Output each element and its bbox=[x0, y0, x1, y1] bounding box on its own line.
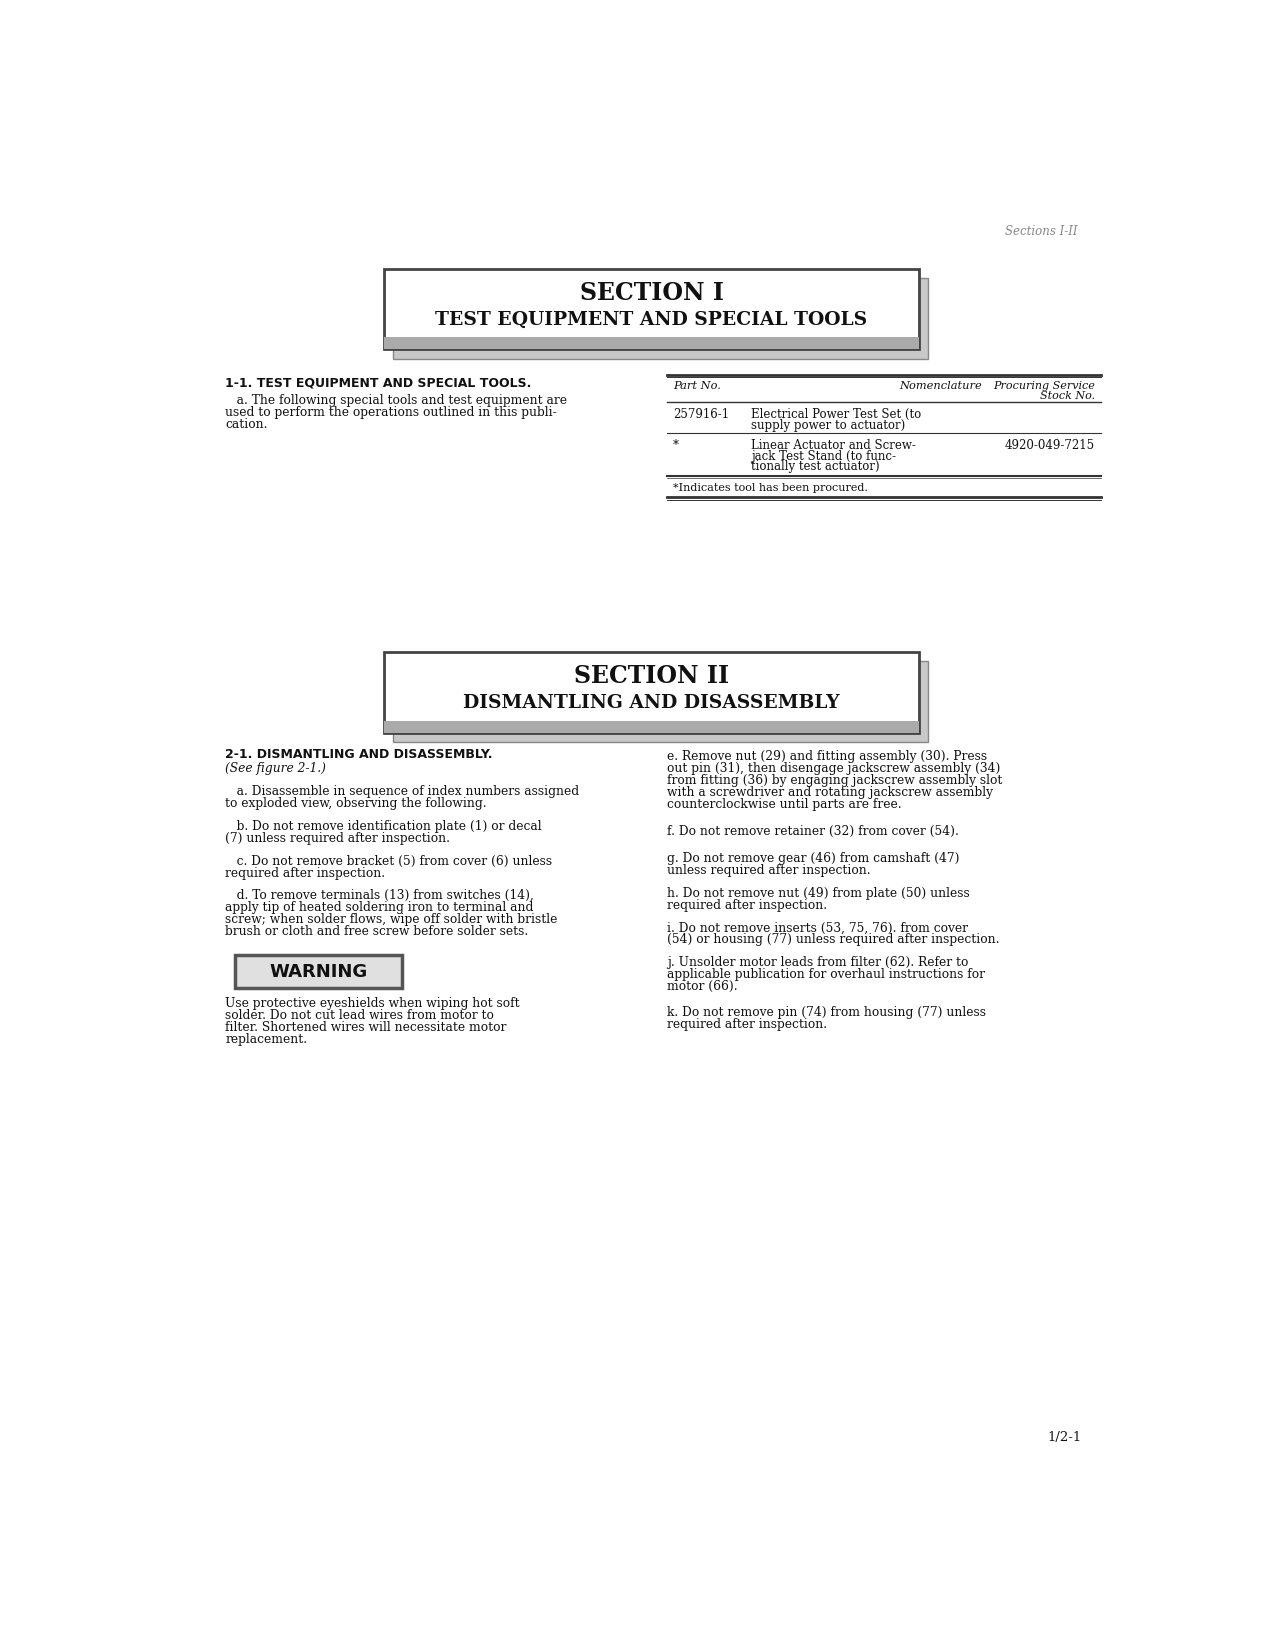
Bar bbox=[384, 269, 919, 349]
Text: g. Do not remove gear (46) from camshaft (47): g. Do not remove gear (46) from camshaft… bbox=[667, 852, 960, 865]
Text: e. Remove nut (29) and fitting assembly (30). Press: e. Remove nut (29) and fitting assembly … bbox=[667, 750, 987, 763]
Text: used to perform the operations outlined in this publi-: used to perform the operations outlined … bbox=[226, 405, 557, 419]
Text: 2-1. DISMANTLING AND DISASSEMBLY.: 2-1. DISMANTLING AND DISASSEMBLY. bbox=[226, 748, 492, 761]
Text: required after inspection.: required after inspection. bbox=[667, 1018, 827, 1030]
Bar bbox=[384, 653, 919, 733]
Text: screw; when solder flows, wipe off solder with bristle: screw; when solder flows, wipe off solde… bbox=[226, 913, 557, 926]
Text: motor (66).: motor (66). bbox=[667, 981, 738, 994]
Text: (54) or housing (77) unless required after inspection.: (54) or housing (77) unless required aft… bbox=[667, 933, 1000, 946]
Text: to exploded view, observing the following.: to exploded view, observing the followin… bbox=[226, 798, 487, 811]
Text: (See figure 2-1.): (See figure 2-1.) bbox=[226, 761, 326, 775]
Text: cation.: cation. bbox=[226, 419, 268, 432]
Text: Linear Actuator and Screw-: Linear Actuator and Screw- bbox=[751, 438, 915, 452]
Text: *: * bbox=[673, 438, 680, 452]
Text: b. Do not remove identification plate (1) or decal: b. Do not remove identification plate (1… bbox=[226, 821, 542, 832]
Text: with a screwdriver and rotating jackscrew assembly: with a screwdriver and rotating jackscre… bbox=[667, 786, 993, 799]
Text: filter. Shortened wires will necessitate motor: filter. Shortened wires will necessitate… bbox=[226, 1020, 506, 1033]
Text: a. The following special tools and test equipment are: a. The following special tools and test … bbox=[226, 394, 567, 407]
Text: brush or cloth and free screw before solder sets.: brush or cloth and free screw before sol… bbox=[226, 925, 529, 938]
Text: solder. Do not cut lead wires from motor to: solder. Do not cut lead wires from motor… bbox=[226, 1009, 495, 1022]
Text: k. Do not remove pin (74) from housing (77) unless: k. Do not remove pin (74) from housing (… bbox=[667, 1005, 986, 1018]
Bar bbox=[235, 956, 402, 987]
Text: DISMANTLING AND DISASSEMBLY: DISMANTLING AND DISASSEMBLY bbox=[463, 694, 840, 712]
Text: j. Unsolder motor leads from filter (62). Refer to: j. Unsolder motor leads from filter (62)… bbox=[667, 956, 969, 969]
Bar bbox=[394, 279, 928, 359]
Text: 4920-049-7215: 4920-049-7215 bbox=[1005, 438, 1095, 452]
Text: apply tip of heated soldering iron to terminal and: apply tip of heated soldering iron to te… bbox=[226, 901, 534, 915]
Text: f. Do not remove retainer (32) from cover (54).: f. Do not remove retainer (32) from cove… bbox=[667, 826, 959, 837]
Text: counterclockwise until parts are free.: counterclockwise until parts are free. bbox=[667, 798, 901, 811]
Text: Use protective eyeshields when wiping hot soft: Use protective eyeshields when wiping ho… bbox=[226, 997, 520, 1010]
Text: Electrical Power Test Set (to: Electrical Power Test Set (to bbox=[751, 409, 921, 420]
Text: a. Disassemble in sequence of index numbers assigned: a. Disassemble in sequence of index numb… bbox=[226, 784, 579, 798]
Text: SECTION II: SECTION II bbox=[574, 664, 729, 689]
Text: Part No.: Part No. bbox=[673, 381, 722, 391]
Text: from fitting (36) by engaging jackscrew assembly slot: from fitting (36) by engaging jackscrew … bbox=[667, 773, 1002, 786]
Text: 257916-1: 257916-1 bbox=[673, 409, 729, 420]
Text: WARNING: WARNING bbox=[269, 962, 367, 981]
Bar bbox=[384, 338, 919, 349]
Text: c. Do not remove bracket (5) from cover (6) unless: c. Do not remove bracket (5) from cover … bbox=[226, 855, 552, 867]
Text: 1-1. TEST EQUIPMENT AND SPECIAL TOOLS.: 1-1. TEST EQUIPMENT AND SPECIAL TOOLS. bbox=[226, 376, 532, 389]
Bar bbox=[384, 720, 919, 733]
Text: replacement.: replacement. bbox=[226, 1033, 307, 1046]
Text: SECTION I: SECTION I bbox=[580, 280, 723, 305]
Text: d. To remove terminals (13) from switches (14),: d. To remove terminals (13) from switche… bbox=[226, 890, 534, 901]
Text: unless required after inspection.: unless required after inspection. bbox=[667, 864, 871, 877]
Text: required after inspection.: required after inspection. bbox=[226, 867, 385, 880]
Text: applicable publication for overhaul instructions for: applicable publication for overhaul inst… bbox=[667, 967, 986, 981]
Text: h. Do not remove nut (49) from plate (50) unless: h. Do not remove nut (49) from plate (50… bbox=[667, 887, 970, 900]
Text: Nomenclature: Nomenclature bbox=[899, 381, 982, 391]
Text: (7) unless required after inspection.: (7) unless required after inspection. bbox=[226, 832, 450, 845]
Text: required after inspection.: required after inspection. bbox=[667, 898, 827, 911]
Text: Stock No.: Stock No. bbox=[1039, 391, 1095, 400]
Text: TEST EQUIPMENT AND SPECIAL TOOLS: TEST EQUIPMENT AND SPECIAL TOOLS bbox=[436, 311, 867, 330]
Text: *Indicates tool has been procured.: *Indicates tool has been procured. bbox=[673, 483, 868, 493]
Text: i. Do not remove inserts (53, 75, 76). from cover: i. Do not remove inserts (53, 75, 76). f… bbox=[667, 921, 968, 934]
Text: Sections I-II: Sections I-II bbox=[1005, 224, 1077, 237]
Text: Procuring Service: Procuring Service bbox=[993, 381, 1095, 391]
Text: tionally test actuator): tionally test actuator) bbox=[751, 460, 880, 473]
Text: supply power to actuator): supply power to actuator) bbox=[751, 419, 905, 432]
Bar bbox=[394, 661, 928, 742]
Text: 1/2-1: 1/2-1 bbox=[1047, 1430, 1081, 1444]
Text: out pin (31), then disengage jackscrew assembly (34): out pin (31), then disengage jackscrew a… bbox=[667, 761, 1001, 775]
Text: jack Test Stand (to func-: jack Test Stand (to func- bbox=[751, 450, 896, 463]
